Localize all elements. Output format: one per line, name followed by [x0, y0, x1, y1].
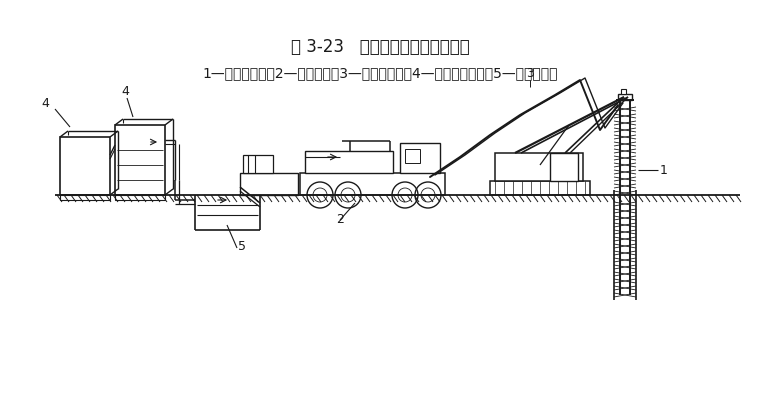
Text: 4: 4 — [121, 85, 129, 98]
Bar — [490, 181, 590, 195]
Bar — [305, 151, 393, 173]
Bar — [495, 153, 583, 181]
Bar — [550, 153, 578, 181]
Bar — [240, 173, 298, 195]
Text: 图 3-23   钻孔压浆灌注桩工艺流程: 图 3-23 钻孔压浆灌注桩工艺流程 — [290, 38, 470, 56]
Bar — [400, 143, 440, 173]
Bar — [115, 125, 165, 195]
Text: 1—长螺栓钻机；2—高压泵车；3—高压输浆管；4—水泥浆搅拌桶；5—灰浆过滤池: 1—长螺栓钻机；2—高压泵车；3—高压输浆管；4—水泥浆搅拌桶；5—灰浆过滤池 — [202, 66, 558, 80]
Bar — [300, 173, 445, 195]
Bar — [621, 89, 626, 94]
Text: 3: 3 — [526, 67, 534, 80]
Text: 2: 2 — [336, 213, 344, 226]
Bar — [60, 195, 110, 200]
Bar — [60, 137, 110, 195]
Bar — [405, 149, 420, 163]
Text: 5: 5 — [238, 240, 246, 253]
Bar — [618, 94, 632, 100]
Text: 1: 1 — [660, 164, 668, 177]
Text: 4: 4 — [41, 97, 49, 110]
Bar — [115, 195, 165, 200]
Bar — [243, 155, 273, 173]
